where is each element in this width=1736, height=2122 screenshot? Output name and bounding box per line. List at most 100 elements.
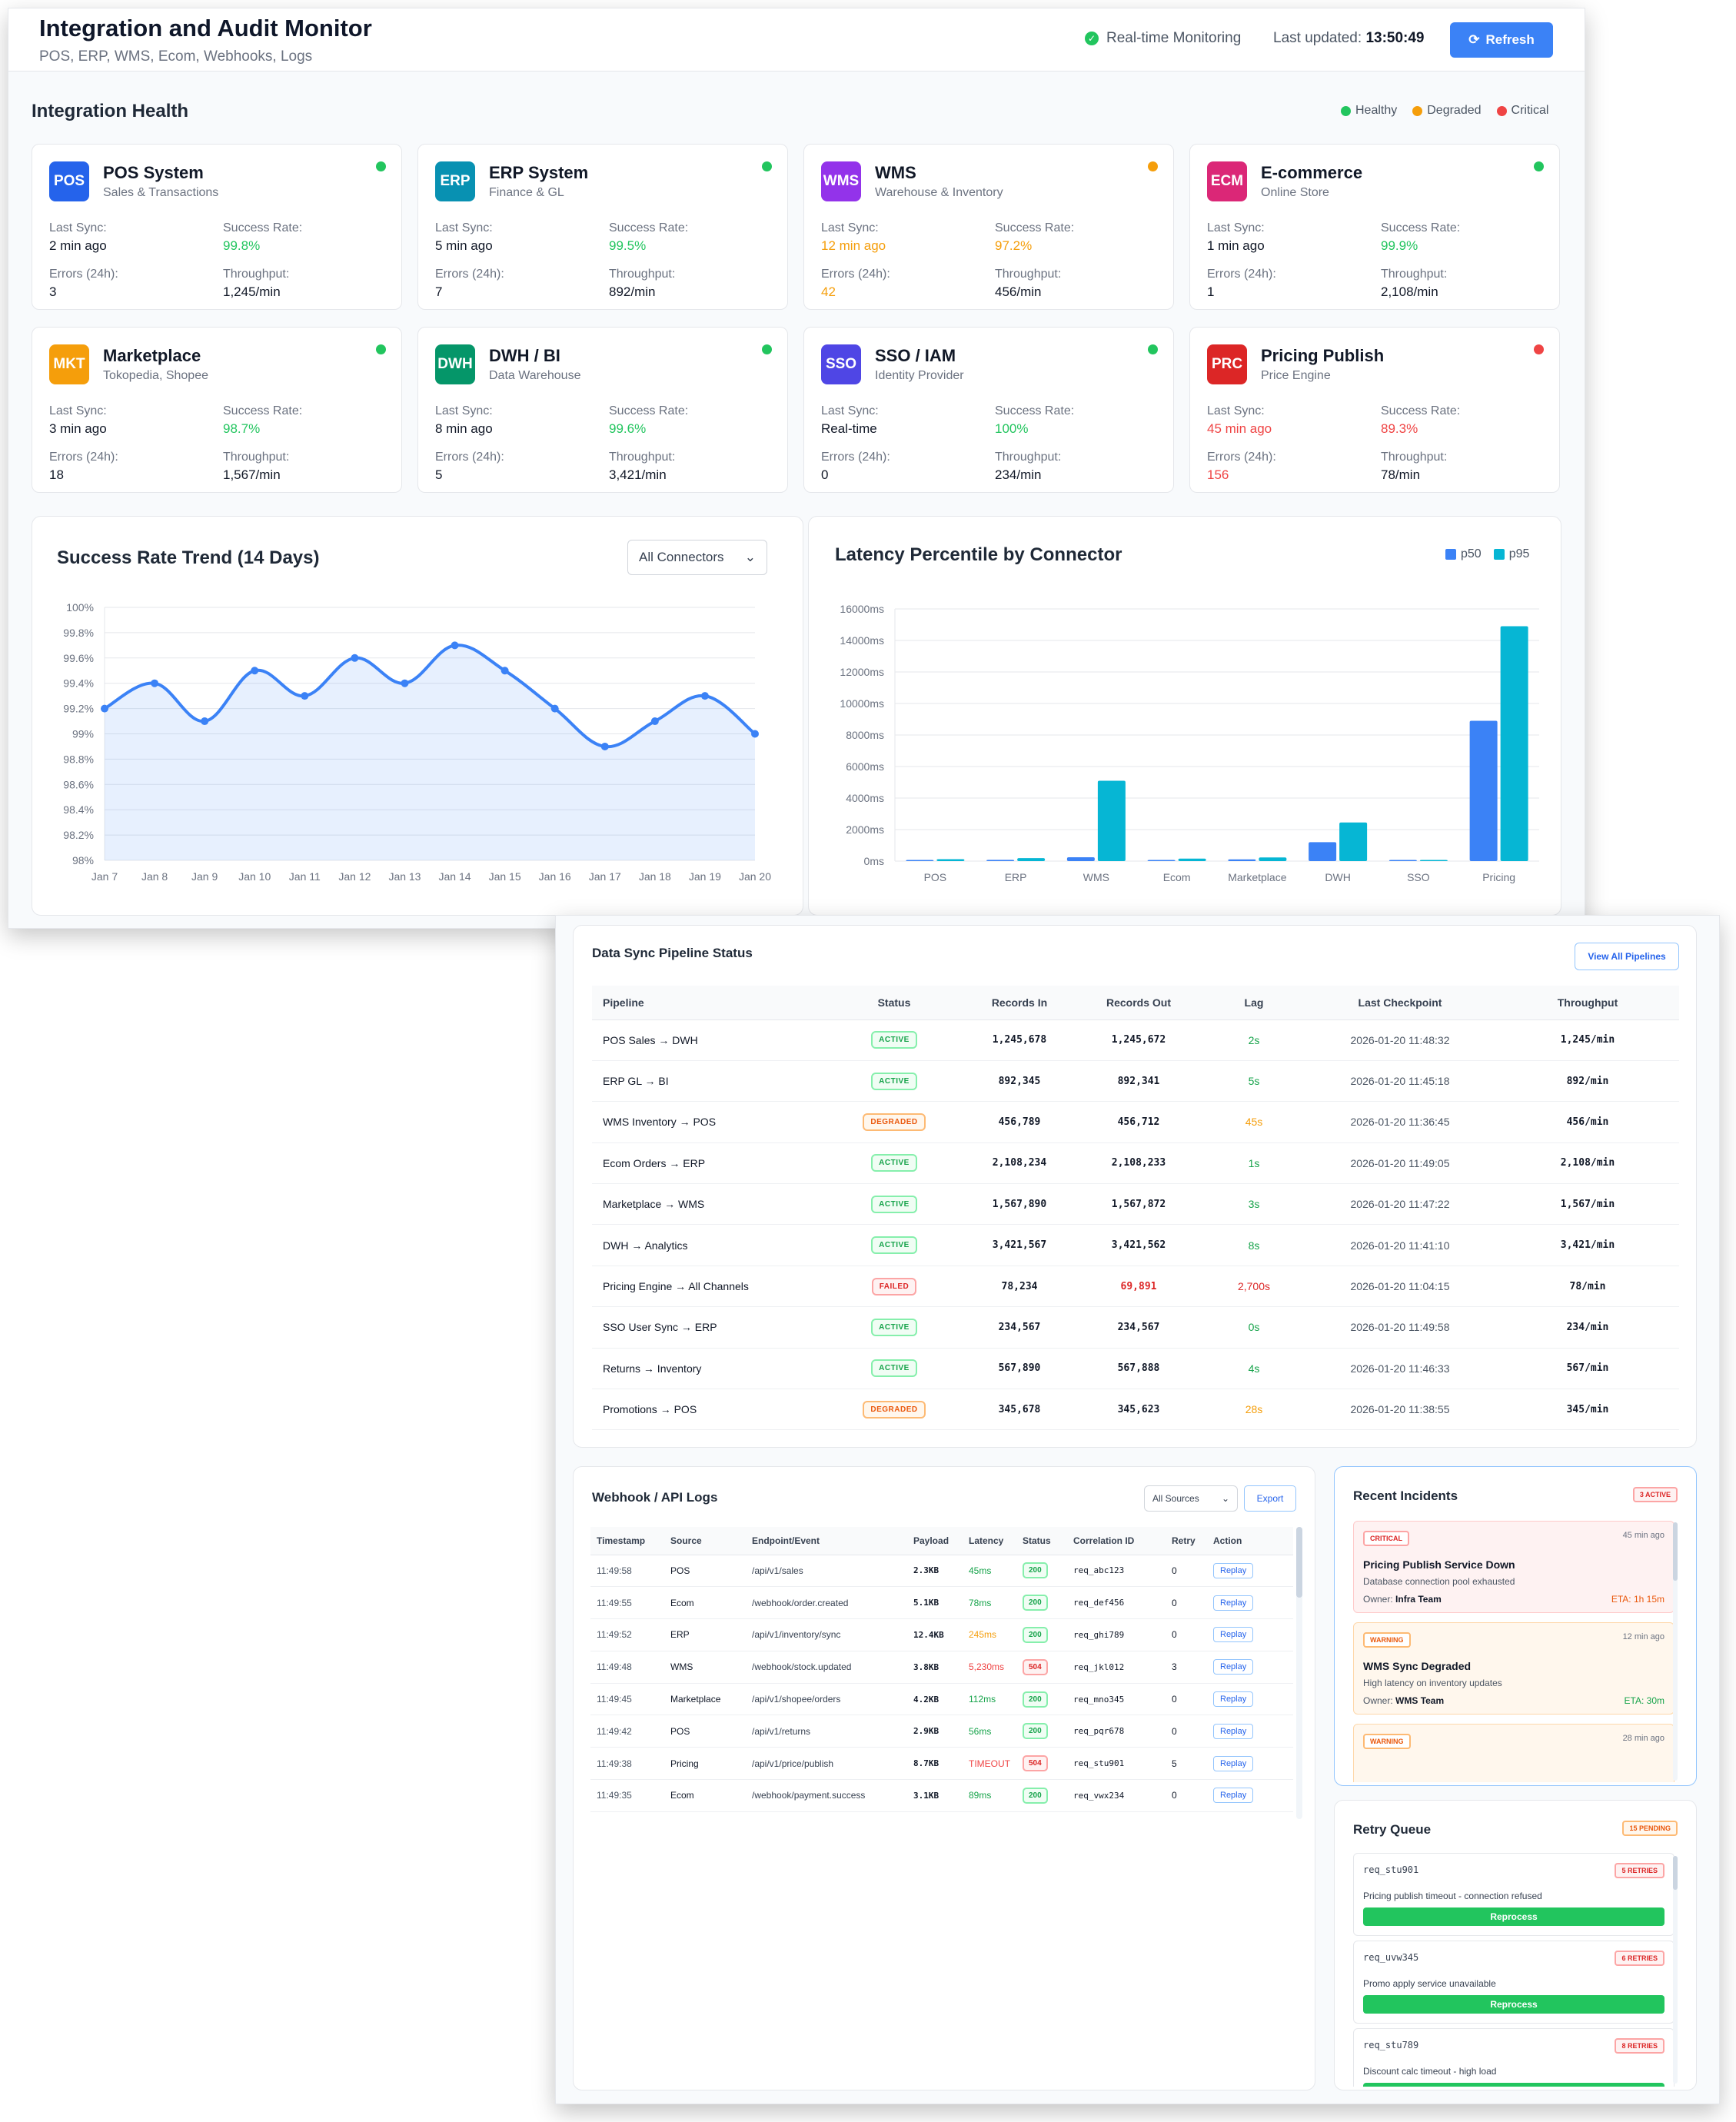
bar-p95-pricing[interactable]	[1500, 626, 1528, 861]
bar-p50-sso[interactable]	[1388, 860, 1417, 862]
pipeline-row[interactable]: DWH → Analytics ACTIVE 3,421,567 3,421,562 8…	[592, 1224, 1679, 1266]
owner-label: Owner:	[1363, 1695, 1393, 1706]
data-point[interactable]	[301, 692, 309, 700]
data-point[interactable]	[501, 667, 509, 675]
last-checkpoint: 2026-01-20 11:46:33	[1304, 1348, 1496, 1390]
connector-card-erp[interactable]: ERP ERP System Finance & GL Last Sync: 5 min…	[417, 144, 788, 310]
replay-button[interactable]: Replay	[1213, 1562, 1254, 1578]
bar-p95-sso[interactable]	[1419, 860, 1448, 862]
bar-p50-pricing[interactable]	[1469, 720, 1498, 861]
bar-p50-ecom[interactable]	[1147, 860, 1176, 862]
data-point[interactable]	[550, 704, 559, 713]
metric-success-rate: 99.9%	[1381, 238, 1418, 253]
export-button[interactable]: Export	[1244, 1485, 1296, 1512]
data-point[interactable]	[201, 717, 209, 726]
connector-card-ecm[interactable]: ECM E-commerce Online Store Last Sync: 1 min…	[1189, 144, 1560, 310]
replay-button[interactable]: Replay	[1213, 1659, 1254, 1675]
metric-errors: 5	[435, 467, 443, 482]
source-filter-select[interactable]: All Sources ⌄	[1144, 1485, 1238, 1512]
connector-card-mkt[interactable]: MKT Marketplace Tokopedia, Shopee Last Sync…	[32, 327, 402, 493]
connector-card-prc[interactable]: PRC Pricing Publish Price Engine Last Sync:…	[1189, 327, 1560, 493]
log-row[interactable]: 11:49:45 Marketplace/api/v1/shopee/orders…	[590, 1683, 1293, 1716]
bar-p95-pos[interactable]	[936, 859, 965, 861]
data-point[interactable]	[401, 679, 409, 687]
data-point[interactable]	[251, 667, 259, 675]
metric-throughput: 456/min	[995, 284, 1042, 299]
bar-p50-wms[interactable]	[1066, 856, 1095, 861]
retry-scrollbar[interactable]	[1673, 1856, 1678, 2084]
data-point[interactable]	[151, 679, 159, 687]
bar-p95-dwh[interactable]	[1339, 822, 1368, 861]
column-header: Pipeline	[592, 986, 823, 1020]
connector-card-sso[interactable]: SSO SSO / IAM Identity Provider Last Sync: R…	[803, 327, 1174, 493]
connector-card-dwh[interactable]: DWH DWH / BI Data Warehouse Last Sync: 8 min…	[417, 327, 788, 493]
pipeline-row[interactable]: Promotions → POS DEGRADED 345,678 345,623 28…	[592, 1389, 1679, 1431]
replay-button[interactable]: Replay	[1213, 1595, 1254, 1611]
replay-button[interactable]: Replay	[1213, 1723, 1254, 1739]
incident-card[interactable]: WARNING 12 min ago WMS Sync Degraded High l…	[1353, 1622, 1674, 1715]
metric-last-sync: 3 min ago	[49, 421, 107, 436]
bar-p95-erp[interactable]	[1017, 858, 1046, 861]
incidents-scrollbar[interactable]	[1673, 1522, 1678, 1781]
log-status-cell: 200	[1016, 1683, 1067, 1716]
connector-card-pos[interactable]: POS POS System Sales & Transactions Last Sy…	[32, 144, 402, 310]
realtime-label: Real-time Monitoring	[1106, 30, 1242, 46]
metric-label: Last Sync:	[821, 404, 879, 417]
log-row[interactable]: 11:49:55 Ecom/webhook/order.created 5.1KB 7…	[590, 1586, 1293, 1620]
pipeline-row[interactable]: POS Sales → DWH ACTIVE 1,245,678 1,245,672 2…	[592, 1019, 1679, 1061]
incident-card[interactable]: CRITICAL 45 min ago Pricing Publish Servic…	[1353, 1521, 1674, 1613]
metric-last-sync: 45 min ago	[1207, 421, 1272, 436]
log-row[interactable]: 11:49:48 WMS/webhook/stock.updated 3.8KB 5,…	[590, 1651, 1293, 1684]
pipeline-row[interactable]: Ecom Orders → ERP ACTIVE 2,108,234 2,108,23…	[592, 1142, 1679, 1185]
latency-panel: Latency Percentile by Connector p50 p95 …	[808, 516, 1561, 916]
log-row[interactable]: 11:49:58 POS/api/v1/sales 2.3KB 45ms 200 req_…	[590, 1555, 1293, 1588]
incident-card[interactable]: WARNING 28 min ago	[1353, 1724, 1674, 1782]
log-status-cell: 200	[1016, 1618, 1067, 1651]
y-tick-label: 10000ms	[840, 697, 884, 710]
bar-p95-wms[interactable]	[1097, 780, 1126, 861]
data-point[interactable]	[351, 654, 359, 662]
data-point[interactable]	[600, 742, 609, 750]
reprocess-button[interactable]: Reprocess	[1363, 1995, 1664, 2014]
replay-button[interactable]: Replay	[1213, 1755, 1254, 1771]
data-point[interactable]	[650, 717, 659, 726]
pipeline-row[interactable]: Marketplace → WMS ACTIVE 1,567,890 1,567,87…	[592, 1183, 1679, 1226]
success-area	[105, 645, 755, 860]
data-point[interactable]	[101, 704, 108, 713]
retry-item: req_stu789 8 RETRIES Discount calc timeout…	[1353, 2028, 1674, 2087]
bar-p50-dwh[interactable]	[1309, 842, 1337, 861]
log-row[interactable]: 11:49:38 Pricing/api/v1/price/publish 8.7K…	[590, 1747, 1293, 1781]
log-row[interactable]: 11:49:42 POS/api/v1/returns 2.9KB 56ms 200 re…	[590, 1715, 1293, 1748]
pipeline-row[interactable]: WMS Inventory → POS DEGRADED 456,789 456,71…	[592, 1101, 1679, 1143]
bar-p50-erp[interactable]	[986, 860, 1015, 861]
pipeline-row[interactable]: ERP GL → BI ACTIVE 892,345 892,341 5s 2026-01…	[592, 1060, 1679, 1103]
bar-p50-marketplace[interactable]	[1228, 859, 1256, 861]
bar-p95-ecom[interactable]	[1178, 858, 1206, 861]
replay-button[interactable]: Replay	[1213, 1627, 1254, 1643]
reprocess-button[interactable]: Reprocess	[1363, 1907, 1664, 1926]
bar-p95-marketplace[interactable]	[1259, 857, 1287, 861]
log-row[interactable]: 11:49:35 Ecom/webhook/payment.success 3.1K…	[590, 1779, 1293, 1812]
replay-button[interactable]: Replay	[1213, 1788, 1254, 1804]
refresh-button[interactable]: ⟳ Refresh	[1450, 22, 1553, 58]
bar-p50-pos[interactable]	[906, 860, 934, 862]
connector-card-wms[interactable]: WMS WMS Warehouse & Inventory Last Sync: 12 …	[803, 144, 1174, 310]
status-dot-icon	[762, 344, 772, 354]
http-status-badge: 504	[1023, 1755, 1048, 1772]
reprocess-button[interactable]: Reprocess	[1363, 2083, 1664, 2087]
view-all-pipelines-button[interactable]: View All Pipelines	[1575, 943, 1679, 970]
metric-throughput: 3,421/min	[609, 467, 667, 482]
logs-scrollbar[interactable]	[1296, 1527, 1302, 1819]
data-point[interactable]	[700, 692, 709, 700]
data-point[interactable]	[751, 730, 759, 738]
data-point[interactable]	[451, 641, 459, 650]
log-row[interactable]: 11:49:52 ERP/api/v1/inventory/sync 12.4KB 2…	[590, 1618, 1293, 1651]
connector-filter-select[interactable]: All Connectors ⌄	[627, 540, 767, 575]
column-header: Records In	[966, 986, 1073, 1020]
pipeline-row[interactable]: SSO User Sync → ERP ACTIVE 234,567 234,567 0…	[592, 1306, 1679, 1349]
pipeline-row[interactable]: Returns → Inventory ACTIVE 567,890 567,888 4…	[592, 1348, 1679, 1390]
refresh-label: Refresh	[1485, 32, 1535, 47]
y-tick-label: 98.4%	[63, 803, 94, 816]
pipeline-row[interactable]: Pricing Engine → All Channels FAILED 78,23…	[592, 1266, 1679, 1308]
replay-button[interactable]: Replay	[1213, 1691, 1254, 1708]
